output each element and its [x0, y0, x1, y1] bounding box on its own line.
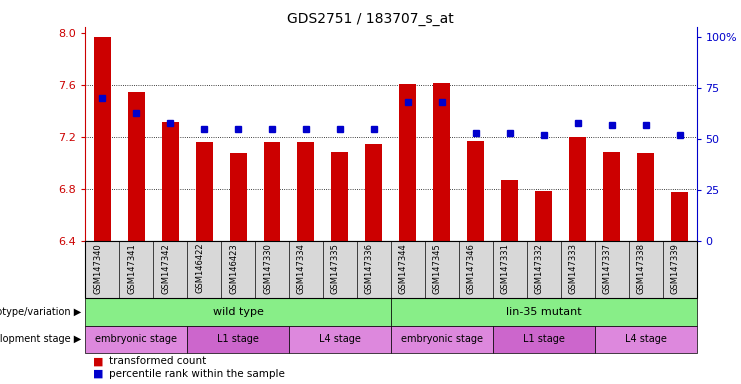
Bar	[603, 152, 620, 241]
Text: development stage ▶: development stage ▶	[0, 334, 82, 344]
Text: GSM147336: GSM147336	[365, 243, 374, 294]
Text: wild type: wild type	[213, 307, 264, 317]
Bar	[399, 84, 416, 241]
Text: GSM147332: GSM147332	[535, 243, 544, 294]
Bar	[535, 190, 552, 241]
Text: embryonic stage: embryonic stage	[95, 334, 177, 344]
Text: GSM147338: GSM147338	[637, 243, 645, 294]
Bar	[127, 92, 144, 241]
Bar	[196, 142, 213, 241]
Text: GSM147335: GSM147335	[331, 243, 340, 294]
Text: percentile rank within the sample: percentile rank within the sample	[109, 369, 285, 379]
Text: L1 stage: L1 stage	[217, 334, 259, 344]
Text: lin-35 mutant: lin-35 mutant	[506, 307, 582, 317]
Bar	[501, 180, 518, 241]
Text: GSM147342: GSM147342	[161, 243, 170, 294]
Bar	[297, 142, 314, 241]
Text: L4 stage: L4 stage	[319, 334, 361, 344]
Text: GSM147344: GSM147344	[399, 243, 408, 294]
Text: ■: ■	[93, 356, 103, 366]
Text: GDS2751 / 183707_s_at: GDS2751 / 183707_s_at	[287, 12, 454, 25]
Text: ■: ■	[93, 369, 103, 379]
Text: GSM147330: GSM147330	[263, 243, 272, 294]
Text: GSM147337: GSM147337	[602, 243, 611, 294]
Text: genotype/variation ▶: genotype/variation ▶	[0, 307, 82, 317]
Bar	[162, 122, 179, 241]
Bar	[468, 141, 485, 241]
Bar	[365, 144, 382, 241]
Bar	[93, 37, 110, 241]
Bar	[569, 137, 586, 241]
Bar	[671, 192, 688, 241]
Text: GSM147346: GSM147346	[467, 243, 476, 294]
Text: GSM147339: GSM147339	[671, 243, 679, 294]
Text: GSM146423: GSM146423	[229, 243, 238, 294]
Text: GSM147341: GSM147341	[127, 243, 136, 294]
Text: GSM147340: GSM147340	[93, 243, 102, 294]
Text: L4 stage: L4 stage	[625, 334, 667, 344]
Bar	[264, 142, 281, 241]
Bar	[230, 153, 247, 241]
Bar	[331, 152, 348, 241]
Text: embryonic stage: embryonic stage	[401, 334, 483, 344]
Text: GSM147334: GSM147334	[297, 243, 306, 294]
Text: GSM146422: GSM146422	[195, 243, 204, 293]
Text: GSM147345: GSM147345	[433, 243, 442, 294]
Text: L1 stage: L1 stage	[522, 334, 565, 344]
Text: GSM147331: GSM147331	[501, 243, 510, 294]
Bar	[637, 153, 654, 241]
Bar	[433, 83, 451, 241]
Text: GSM147333: GSM147333	[568, 243, 578, 294]
Text: transformed count: transformed count	[109, 356, 206, 366]
